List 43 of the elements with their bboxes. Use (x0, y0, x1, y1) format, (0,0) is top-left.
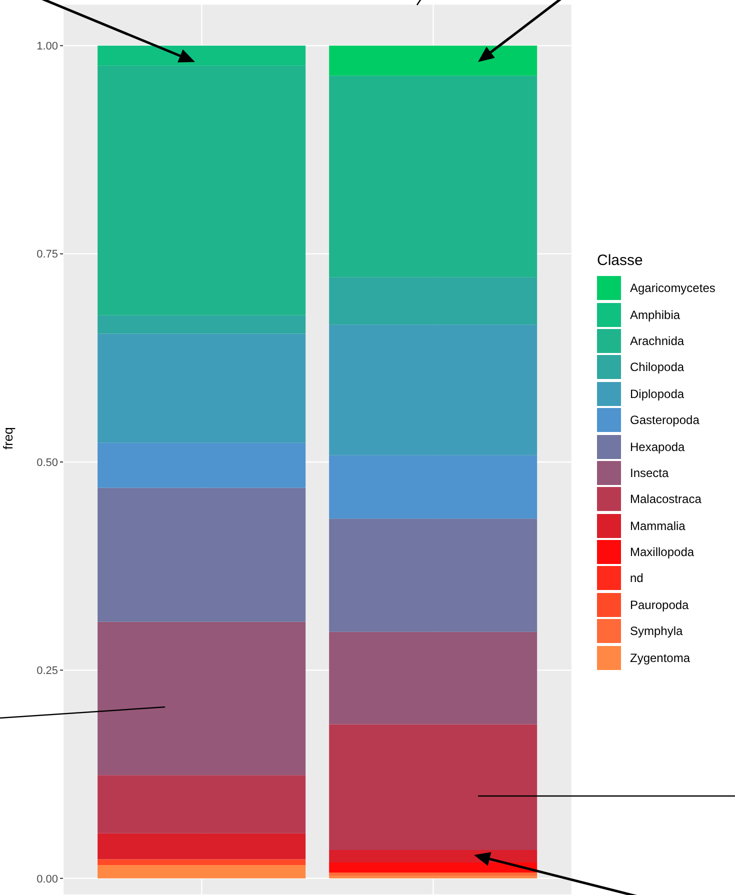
bar (98, 865, 306, 878)
bar (98, 315, 306, 334)
legend-label: Chilopoda (630, 360, 684, 374)
bar (98, 859, 306, 866)
legend-title: Classe (597, 252, 644, 269)
legend-label: Malacostraca (630, 492, 702, 506)
legend-label: Insecta (630, 466, 669, 480)
bar (329, 324, 538, 456)
bar (98, 488, 306, 622)
bar (98, 442, 306, 488)
y-tick-label: 0.25 (36, 665, 58, 678)
legend-label: Agaricomycetes (630, 281, 716, 296)
legend-label: Symphyla (630, 624, 683, 638)
legend-label: Zygentoma (630, 650, 690, 665)
legend-label: Maxillopoda (630, 545, 694, 560)
bar (329, 862, 538, 873)
y-tick-label: 1.00 (36, 40, 58, 53)
legend-label: Pauropoda (630, 598, 689, 612)
bar (329, 76, 538, 278)
bar (329, 872, 538, 876)
bar (329, 518, 538, 632)
legend-label: nd (630, 571, 644, 586)
bar (98, 775, 306, 834)
legend-label: Gasteropoda (630, 413, 700, 428)
bar (329, 277, 538, 325)
legend-label: Hexapoda (630, 440, 685, 454)
legend-label: Mammalia (630, 518, 686, 533)
legend-label: Amphibia (630, 308, 680, 322)
legend-label: Diplopoda (630, 386, 684, 401)
bar (329, 876, 538, 878)
legend-label: Arachnida (630, 334, 684, 348)
bar (329, 632, 538, 724)
bar (98, 622, 306, 776)
bar (329, 455, 538, 519)
bar (98, 833, 306, 860)
bar (98, 334, 306, 443)
bar (329, 46, 538, 76)
y-tick-label: 0.50 (36, 456, 58, 469)
bar (329, 724, 538, 850)
y-tick-label: 0.75 (36, 248, 58, 261)
y-tick-label: 0.00 (36, 873, 58, 886)
bar (98, 66, 306, 316)
y-axis-title: freq (0, 427, 16, 450)
